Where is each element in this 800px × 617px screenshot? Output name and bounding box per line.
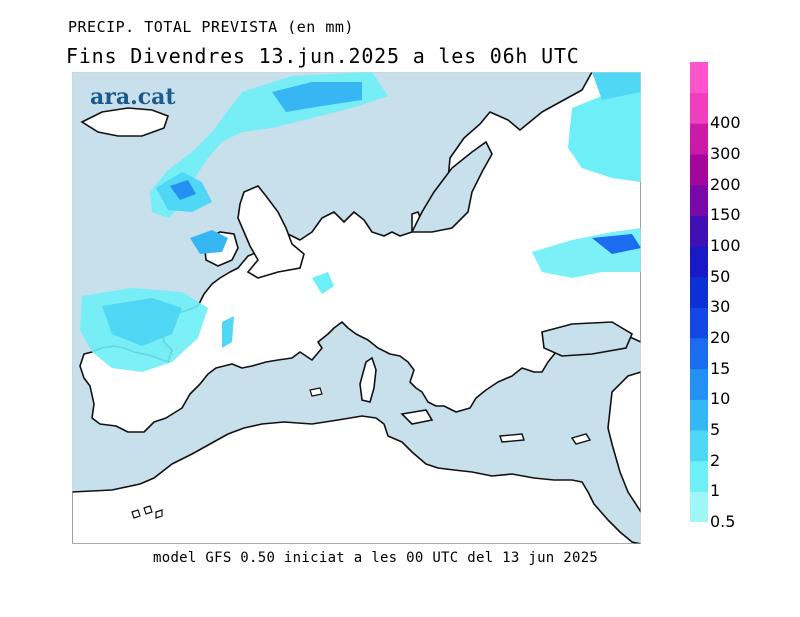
land-corsica-sardinia: [359, 356, 377, 403]
legend-label: 15: [710, 358, 731, 378]
legend-swatch: [690, 215, 708, 247]
legend-swatch: [690, 246, 708, 278]
precipitation-legend-bar: [690, 62, 708, 522]
legend-swatch: [690, 338, 708, 370]
precip-area-biscay: [222, 316, 234, 348]
legend-swatch: [690, 154, 708, 186]
land-crete: [499, 433, 525, 443]
land-great-britain: [237, 185, 305, 279]
sea-baltic: [410, 140, 493, 233]
legend-label: 30: [710, 297, 731, 317]
ara-cat-logo: ara.cat: [90, 84, 176, 110]
precipitation-map: [72, 72, 641, 544]
legend-swatch: [690, 460, 708, 492]
precip-area-azores-core: [102, 298, 182, 346]
legend-swatch: [690, 123, 708, 155]
legend-swatch: [690, 430, 708, 462]
precip-area-east-core: [592, 234, 641, 254]
legend-label: 1: [710, 481, 721, 501]
precipitation-areas: [80, 72, 641, 372]
precip-area-atlantic-north-core: [272, 82, 362, 112]
legend-label: 100: [710, 236, 741, 255]
legend-swatch: [690, 276, 708, 308]
legend-label: 50: [710, 266, 731, 286]
land-cyprus: [570, 433, 592, 445]
legend-swatch: [690, 491, 708, 522]
legend-swatch: [690, 92, 708, 124]
map-title: PRECIP. TOTAL PREVISTA (en mm): [68, 18, 354, 36]
legend-label: 150: [710, 205, 741, 225]
legend-label: 300: [710, 144, 741, 163]
land-balearics: [309, 387, 323, 397]
land-europe: [79, 72, 641, 433]
legend-swatch: [690, 184, 708, 216]
legend-swatch: [690, 307, 708, 339]
legend-swatch: [690, 399, 708, 431]
legend-swatch: [690, 62, 708, 94]
legend-label: 10: [710, 389, 731, 409]
legend-label: 2: [710, 450, 721, 470]
precip-area-alps: [312, 272, 334, 294]
precip-area-northeast: [568, 84, 641, 182]
legend-label: 0.5: [710, 512, 736, 531]
land-sicily: [400, 409, 434, 425]
precip-area-ireland-west-core: [170, 180, 196, 200]
precip-area-atlantic-north: [150, 72, 388, 218]
land-iceland: [80, 107, 170, 137]
legend-label: 20: [710, 328, 731, 347]
legend-label: 5: [710, 420, 721, 439]
model-run-caption: model GFS 0.50 iniciat a les 00 UTC del …: [153, 550, 599, 566]
legend-label: 200: [710, 174, 741, 194]
land-africa: [72, 415, 641, 544]
land-canary-islands: [131, 505, 163, 519]
precip-area-northeast-top: [592, 72, 641, 100]
legend-label: 400: [710, 113, 741, 133]
map-subtitle: Fins Divendres 13.jun.2025 a les 06h UTC: [66, 44, 580, 68]
legend-swatch: [690, 368, 708, 400]
precip-area-ireland: [190, 230, 228, 254]
sea-black-sea: [541, 321, 634, 357]
land-middle-east: [607, 371, 641, 514]
